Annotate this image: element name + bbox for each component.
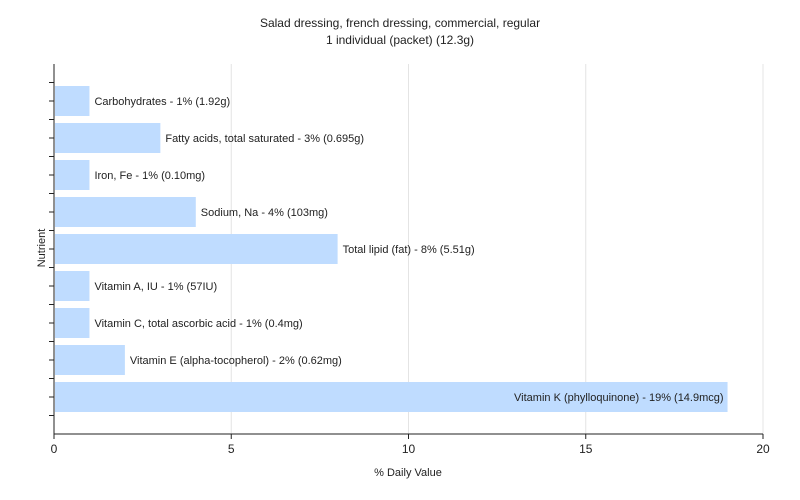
x-tick-labels: 0 5 10 15 20: [51, 442, 770, 456]
bar-label: Vitamin C, total ascorbic acid - 1% (0.4…: [94, 318, 302, 330]
bar: [55, 86, 90, 116]
x-tick-label: 10: [402, 442, 416, 456]
bar: [55, 308, 90, 338]
bar-label: Fatty acids, total saturated - 3% (0.695…: [165, 133, 364, 145]
bar: [55, 382, 728, 412]
bar: [55, 160, 90, 190]
bar-label: Vitamin K (phylloquinone) - 19% (14.9mcg…: [514, 392, 724, 404]
bar-label: Total lipid (fat) - 8% (5.51g): [343, 244, 475, 256]
bar: [55, 234, 338, 264]
x-tick-label: 20: [756, 442, 770, 456]
chart-title: Salad dressing, french dressing, commerc…: [260, 16, 540, 30]
bar: [55, 197, 196, 227]
bar-label: Iron, Fe - 1% (0.10mg): [94, 170, 205, 182]
bar-label: Sodium, Na - 4% (103mg): [201, 207, 328, 219]
bar: [55, 345, 125, 375]
bar: [55, 123, 161, 153]
bars: [55, 86, 728, 412]
bar-label: Vitamin E (alpha-tocopherol) - 2% (0.62m…: [130, 355, 342, 367]
y-axis-label: Nutrient: [36, 229, 48, 268]
axes: [49, 64, 764, 439]
chart-subtitle: 1 individual (packet) (12.3g): [326, 33, 474, 47]
bar: [55, 271, 90, 301]
x-axis-label: % Daily Value: [374, 467, 442, 479]
x-tick-label: 5: [228, 442, 235, 456]
bar-labels: Carbohydrates - 1% (1.92g) Fatty acids, t…: [94, 96, 723, 404]
x-tick-label: 0: [51, 442, 58, 456]
bar-label: Carbohydrates - 1% (1.92g): [94, 96, 230, 108]
x-tick-label: 15: [579, 442, 593, 456]
bar-label: Vitamin A, IU - 1% (57IU): [94, 281, 217, 293]
